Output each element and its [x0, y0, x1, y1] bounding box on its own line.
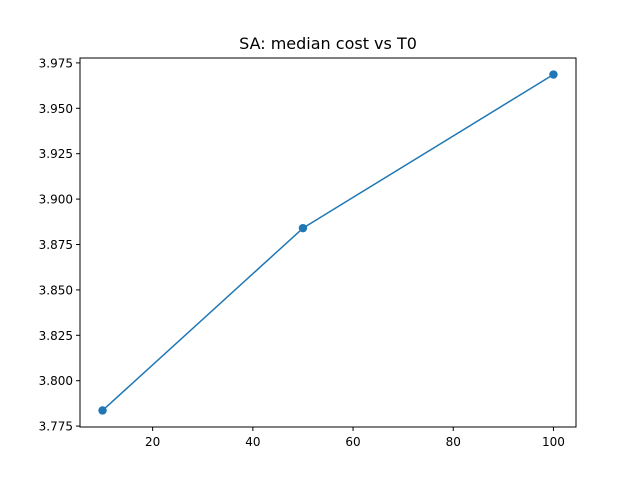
x-tick-label: 100 [542, 435, 565, 449]
chart-title: SA: median cost vs T0 [239, 34, 417, 53]
x-tick-label: 20 [145, 435, 160, 449]
plot-frame [79, 57, 577, 428]
y-tick-label: 3.950 [39, 102, 73, 116]
y-tick-label: 3.900 [39, 193, 73, 207]
y-tick-label: 3.850 [39, 283, 73, 297]
plot-area [80, 58, 576, 427]
series-layer [98, 70, 558, 415]
x-tick-label: 80 [446, 435, 461, 449]
data-point [98, 406, 107, 415]
y-tick-label: 3.825 [39, 329, 73, 343]
data-point [549, 70, 558, 79]
x-axis: 20 40 60 80 100 [145, 427, 565, 449]
y-tick-label: 3.975 [39, 56, 73, 70]
x-tick-label: 40 [245, 435, 260, 449]
y-axis: 3.775 3.800 3.825 3.850 3.875 3.900 3.925 3.950… [39, 56, 80, 434]
data-point [298, 223, 308, 233]
y-tick-label: 3.800 [39, 374, 73, 388]
x-tick-label: 60 [345, 435, 360, 449]
y-tick-label: 3.775 [39, 420, 73, 434]
y-tick-label: 3.875 [39, 238, 73, 252]
y-tick-label: 3.925 [39, 147, 73, 161]
